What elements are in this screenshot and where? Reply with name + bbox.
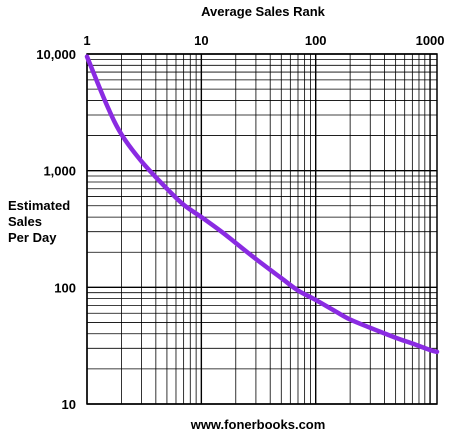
y-axis-label-line: Sales	[8, 214, 42, 229]
series-line	[84, 54, 440, 355]
footer-credit: www.fonerbooks.com	[190, 417, 326, 432]
x-tick-label: 1	[83, 33, 90, 48]
x-tick-label: 1000	[416, 33, 445, 48]
plot-frame	[86, 53, 438, 405]
y-tick-label: 10	[62, 397, 76, 412]
y-tick-label: 1,000	[43, 164, 76, 179]
y-axis-label-line: Estimated	[8, 198, 70, 213]
series-group	[84, 54, 440, 355]
y-tick-label: 100	[54, 280, 76, 295]
y-axis-label-line: Per Day	[8, 230, 57, 245]
x-tick-label: 10	[194, 33, 208, 48]
chart-title: Average Sales Rank	[201, 4, 326, 19]
x-tick-label: 100	[305, 33, 327, 48]
axis-ticks: 1 10 100 1000 10,000 1,000 100 10	[36, 33, 444, 412]
y-tick-label: 10,000	[36, 47, 76, 62]
grid	[86, 53, 438, 405]
